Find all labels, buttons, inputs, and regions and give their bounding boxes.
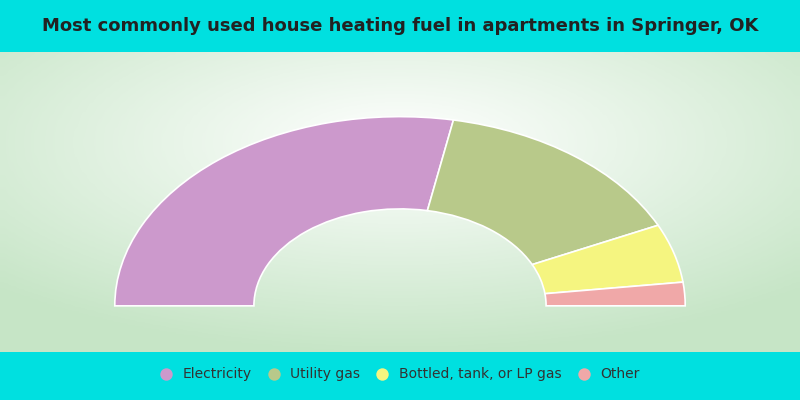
Wedge shape	[532, 225, 683, 294]
Wedge shape	[545, 282, 686, 306]
Wedge shape	[427, 120, 658, 264]
Text: Most commonly used house heating fuel in apartments in Springer, OK: Most commonly used house heating fuel in…	[42, 17, 758, 35]
Wedge shape	[114, 117, 454, 306]
Legend: Electricity, Utility gas, Bottled, tank, or LP gas, Other: Electricity, Utility gas, Bottled, tank,…	[153, 360, 647, 388]
